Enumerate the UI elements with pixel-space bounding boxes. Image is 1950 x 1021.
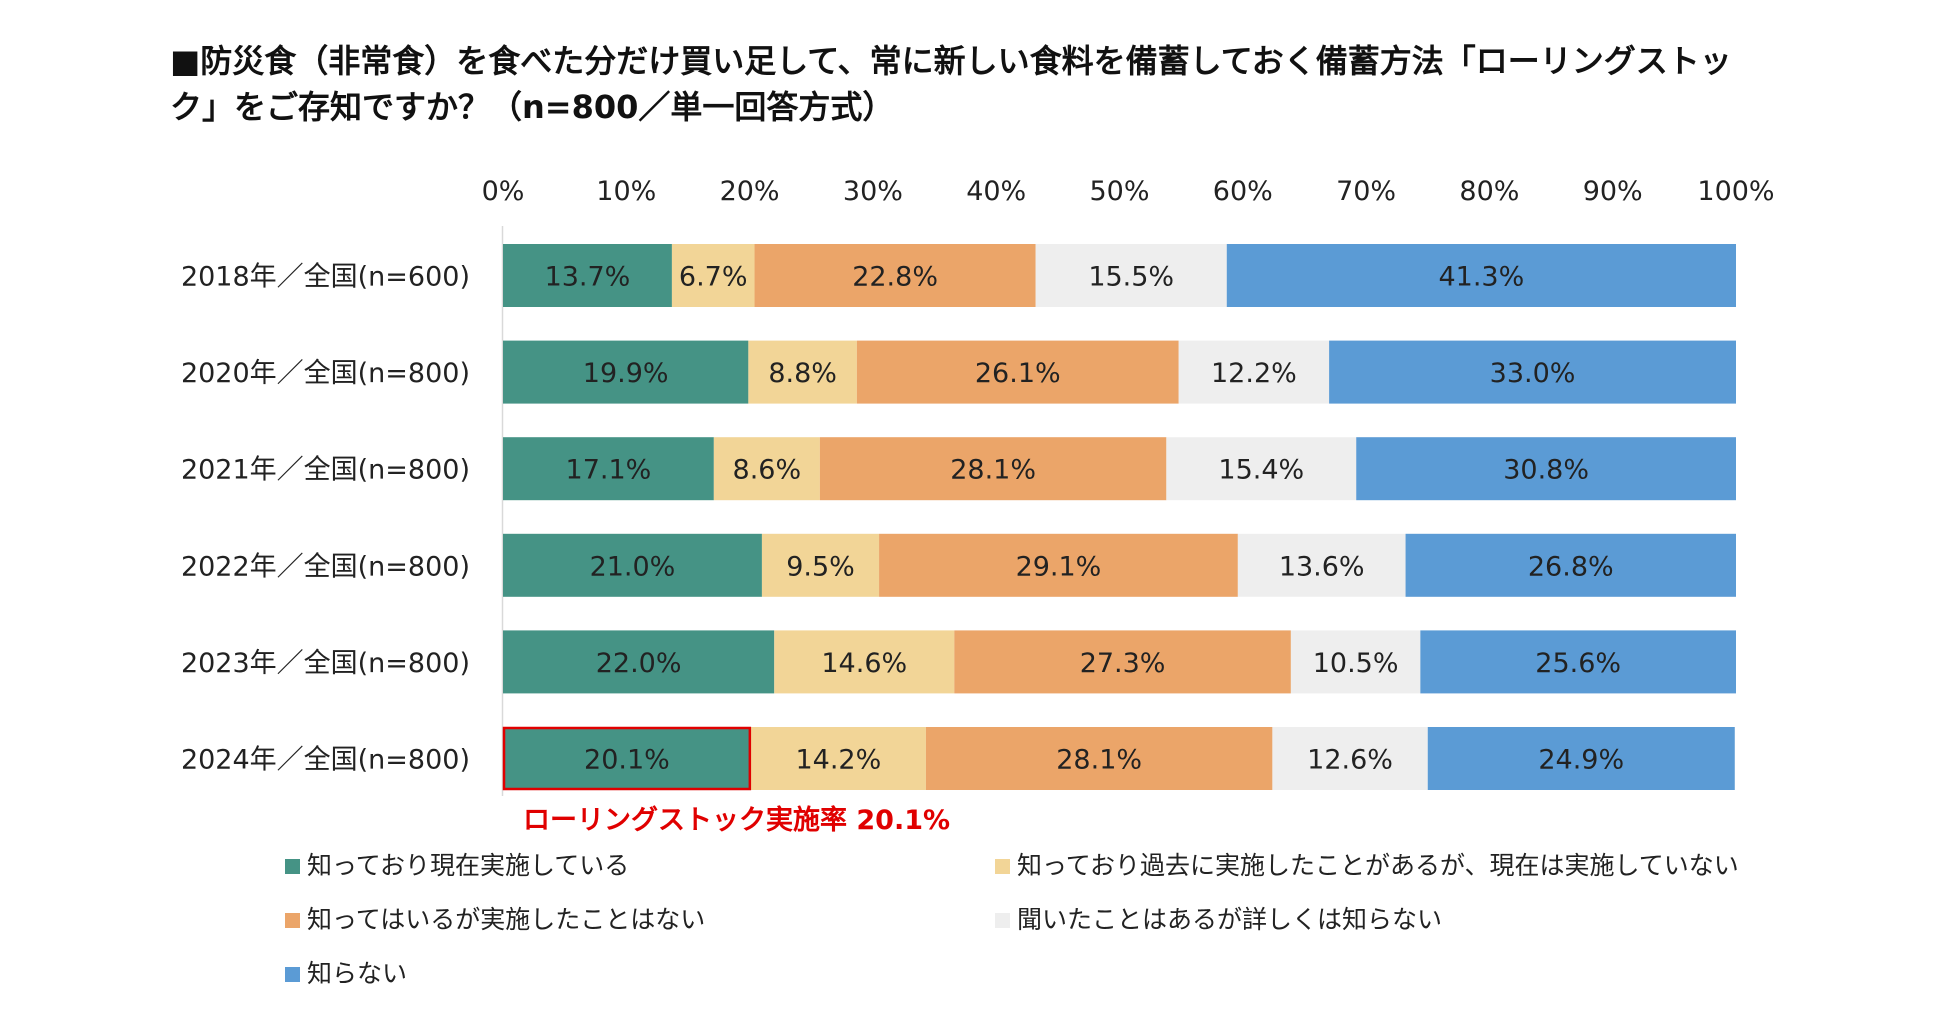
bar-segment: [503, 244, 672, 307]
bar-segment: [1356, 437, 1736, 501]
data-label: 22.8%: [852, 262, 938, 293]
bar-segment: [1329, 340, 1736, 404]
data-label: 20.1%: [584, 745, 670, 776]
bar-segment: [761, 533, 880, 597]
bar-segment: [856, 340, 1179, 404]
chart-title-line-2: ク」をご存知ですか？（n=800／単一回答方式）: [170, 88, 895, 126]
data-label: 14.2%: [795, 745, 881, 776]
bar-segment: [819, 437, 1167, 501]
bar-segment: [1405, 533, 1736, 597]
bar-segment: [774, 630, 955, 694]
x-tick-label: 40%: [966, 176, 1026, 207]
row-label: 2018年／全国(n=600): [181, 262, 470, 293]
data-label: 33.0%: [1490, 358, 1576, 389]
row-label: 2022年／全国(n=800): [181, 551, 470, 582]
bar-segment: [1226, 244, 1736, 307]
data-label: 10.5%: [1313, 648, 1399, 679]
bar-segment: [503, 727, 751, 790]
x-tick-label: 100%: [1697, 176, 1774, 207]
data-label: 14.6%: [821, 648, 907, 679]
bar-segment: [671, 244, 755, 307]
legend-label: 知っており過去に実施したことがあるが、現在は実施していない: [1017, 851, 1739, 880]
x-tick-label: 70%: [1336, 176, 1396, 207]
data-label: 26.1%: [975, 358, 1061, 389]
data-label: 28.1%: [1056, 745, 1142, 776]
bar-segment: [754, 244, 1036, 307]
data-label: 13.7%: [545, 262, 631, 293]
legend-swatch: [285, 859, 300, 874]
bar-segment: [1427, 727, 1735, 790]
x-tick-label: 50%: [1089, 176, 1149, 207]
data-label: 21.0%: [590, 551, 676, 582]
legend-label: 聞いたことはあるが詳しくは知らない: [1017, 905, 1442, 934]
legend-swatch: [995, 859, 1010, 874]
row-label: 2021年／全国(n=800): [181, 455, 470, 486]
x-tick-label: 20%: [720, 176, 780, 207]
highlight-box: [502, 726, 752, 791]
bar-segment: [503, 437, 714, 501]
data-label: 12.2%: [1211, 358, 1297, 389]
bar-segment: [1166, 437, 1357, 501]
data-label: 8.8%: [768, 358, 837, 389]
bar-segment: [503, 630, 775, 694]
bar-segment: [1290, 630, 1421, 694]
row-label: 2023年／全国(n=800): [181, 648, 470, 679]
x-tick-label: 30%: [843, 176, 903, 207]
x-tick-label: 80%: [1459, 176, 1519, 207]
x-tick-label: 10%: [596, 176, 656, 207]
data-label: 22.0%: [596, 648, 682, 679]
legend-label: 知らない: [307, 959, 407, 988]
data-label: 29.1%: [1016, 551, 1102, 582]
bar-segment: [750, 727, 926, 790]
bar-segment: [748, 340, 857, 404]
bar-segment: [503, 340, 749, 404]
bar-segment: [503, 533, 762, 597]
legend-swatch: [285, 967, 300, 982]
legend-swatch: [995, 913, 1010, 928]
data-label: 19.9%: [583, 358, 669, 389]
row-label: 2020年／全国(n=800): [181, 358, 470, 389]
legend-swatch: [285, 913, 300, 928]
data-label: 17.1%: [566, 455, 652, 486]
data-label: 25.6%: [1535, 648, 1621, 679]
row-label: 2024年／全国(n=800): [181, 745, 470, 776]
bar-segment: [1178, 340, 1330, 404]
bar-segment: [1237, 533, 1406, 597]
x-tick-label: 60%: [1213, 176, 1273, 207]
data-label: 15.5%: [1088, 262, 1174, 293]
bar-segment: [1420, 630, 1736, 694]
bar-segment: [879, 533, 1238, 597]
data-label: 15.4%: [1218, 455, 1304, 486]
data-label: 28.1%: [950, 455, 1036, 486]
bar-segment: [954, 630, 1291, 694]
chart-title-line-1: ■防災食（非常食）を食べた分だけ買い足して、常に新しい食料を備蓄しておく備蓄方法…: [170, 42, 1732, 80]
x-tick-label: 90%: [1583, 176, 1643, 207]
chart-title: ■防災食（非常食）を食べた分だけ買い足して、常に新しい食料を備蓄しておく備蓄方法…: [170, 38, 1810, 130]
data-label: 12.6%: [1307, 745, 1393, 776]
x-tick-label: 0%: [482, 176, 525, 207]
legend-label: 知っており現在実施している: [307, 851, 629, 880]
legend-label: 知ってはいるが実施したことはない: [307, 905, 705, 934]
data-label: 9.5%: [786, 551, 855, 582]
data-label: 6.7%: [679, 262, 748, 293]
data-label: 13.6%: [1279, 551, 1365, 582]
data-label: 26.8%: [1528, 551, 1614, 582]
data-label: 27.3%: [1080, 648, 1166, 679]
highlight-annotation: ローリングストック実施率 20.1%: [523, 804, 950, 836]
data-label: 8.6%: [733, 455, 802, 486]
bar-segment: [1272, 727, 1428, 790]
bar-segment: [1035, 244, 1227, 307]
bar-segment: [713, 437, 820, 501]
data-label: 30.8%: [1503, 455, 1589, 486]
data-label: 41.3%: [1438, 262, 1524, 293]
bar-segment: [925, 727, 1273, 790]
data-label: 24.9%: [1538, 745, 1624, 776]
